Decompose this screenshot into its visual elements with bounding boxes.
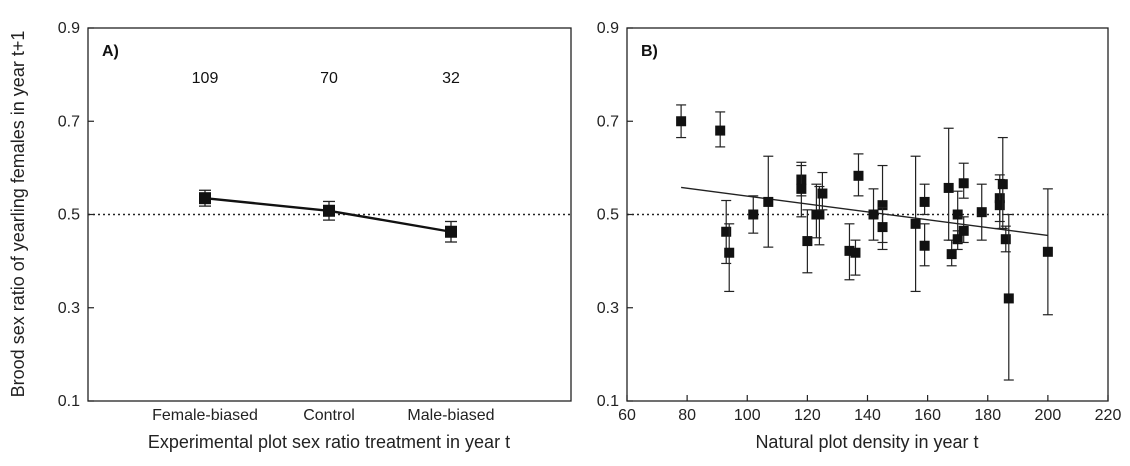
- panel-b-point: [997, 179, 1008, 190]
- panel-b-point: [877, 222, 888, 233]
- panel-b-point: [1003, 293, 1014, 304]
- panel-b-trend-line: [681, 186, 1048, 237]
- panel-b-point: [952, 209, 963, 220]
- panel-b-point: [976, 207, 987, 218]
- panel-b-point: [817, 188, 828, 199]
- panel-b-point: [763, 196, 774, 207]
- panel-b-point: [1042, 246, 1053, 257]
- panel-a-point: [445, 225, 457, 238]
- panel-b-point: [943, 182, 954, 193]
- panel-b-y-tick-label: 0.7: [597, 113, 619, 130]
- panel-b-x-tick-label: 100: [734, 407, 761, 424]
- panel-b-y-tick-label: 0.1: [597, 393, 619, 410]
- panel-b-point: [919, 240, 930, 251]
- panel-b-point: [952, 234, 963, 245]
- panel-a-point: [199, 192, 211, 205]
- panel-b-point: [814, 209, 825, 220]
- panel-b-point: [958, 178, 969, 189]
- panel-b-x-tick-label: 120: [794, 407, 821, 424]
- panel-b-points: [676, 104, 1053, 381]
- panel-b-point: [919, 196, 930, 207]
- panel-b-point: [994, 200, 1005, 211]
- panel-b-y-tick-label: 0.9: [597, 20, 619, 37]
- panel-b-point: [868, 209, 879, 220]
- panel-b-point: [748, 209, 759, 220]
- panel-b-point: [877, 200, 888, 211]
- panel-b-x-ticks: 60 80 100 120 140 160 180 200 220: [618, 395, 1121, 424]
- panel-b-y-tick-label: 0.5: [597, 207, 619, 224]
- panel-a-y-tick-label: 0.9: [58, 20, 80, 37]
- panel-b-x-tick-label: 60: [618, 407, 636, 424]
- panel-b-point: [850, 247, 861, 258]
- panel-b-trend: [681, 186, 1048, 237]
- panel-b-label: B): [641, 43, 658, 60]
- panel-b-x-tick-label: 220: [1095, 407, 1122, 424]
- panel-b-x-tick-label: 180: [974, 407, 1001, 424]
- panel-a-count-label: 32: [442, 70, 460, 87]
- panel-a-x-tick-label: Female-biased: [152, 407, 258, 424]
- panel-b-point: [853, 170, 864, 181]
- panel-a-count-label: 70: [320, 70, 338, 87]
- panel-b-point: [796, 183, 807, 194]
- panel-a-x-tick-label: Male-biased: [407, 407, 494, 424]
- panel-b-point: [946, 249, 957, 260]
- panel-a-x-axis-title: Experimental plot sex ratio treatment in…: [148, 432, 510, 452]
- panel-a-x-tick-labels: Female-biased Control Male-biased: [152, 407, 494, 424]
- panel-b-point: [844, 245, 855, 256]
- panel-b-y-tick-label: 0.3: [597, 300, 619, 317]
- panel-a: A) 0.1 0.3 0.5 0.7 0.9 109 70 32 Female-biased…: [58, 20, 572, 452]
- panel-b-x-tick-label: 200: [1035, 407, 1062, 424]
- panel-b-point: [724, 247, 735, 258]
- panel-b-point: [721, 226, 732, 237]
- panel-b-point: [910, 218, 921, 229]
- panel-b-x-tick-label: 160: [914, 407, 941, 424]
- panel-b-x-tick-label: 80: [678, 407, 696, 424]
- panel-b-point: [676, 116, 687, 127]
- panel-a-y-ticks: 0.1 0.3 0.5 0.7 0.9: [58, 20, 94, 410]
- panel-b-x-axis-title: Natural plot density in year t: [755, 432, 978, 452]
- panel-b-y-ticks: 0.1 0.3 0.5 0.7 0.9: [597, 20, 633, 410]
- panel-a-y-tick-label: 0.7: [58, 113, 80, 130]
- panel-b: B) 0.1 0.3 0.5 0.7 0.9 60 80 100 120 140 160 180 20…: [597, 20, 1122, 452]
- panel-a-y-tick-label: 0.5: [58, 207, 80, 224]
- panel-a-label: A): [102, 43, 119, 60]
- panel-b-point: [802, 236, 813, 247]
- y-axis-title: Brood sex ratio of yearling females in y…: [8, 31, 28, 398]
- panel-b-x-tick-label: 140: [854, 407, 881, 424]
- panel-b-point: [1000, 234, 1011, 245]
- panel-a-series: [199, 189, 457, 243]
- panel-a-x-tick-label: Control: [303, 407, 355, 424]
- panel-a-y-tick-label: 0.1: [58, 393, 80, 410]
- panel-a-count-label: 109: [192, 70, 219, 87]
- panel-a-y-tick-label: 0.3: [58, 300, 80, 317]
- panel-a-counts: 109 70 32: [192, 70, 460, 87]
- panel-b-point: [958, 225, 969, 236]
- panel-b-point: [715, 125, 726, 136]
- panel-a-point: [323, 204, 335, 217]
